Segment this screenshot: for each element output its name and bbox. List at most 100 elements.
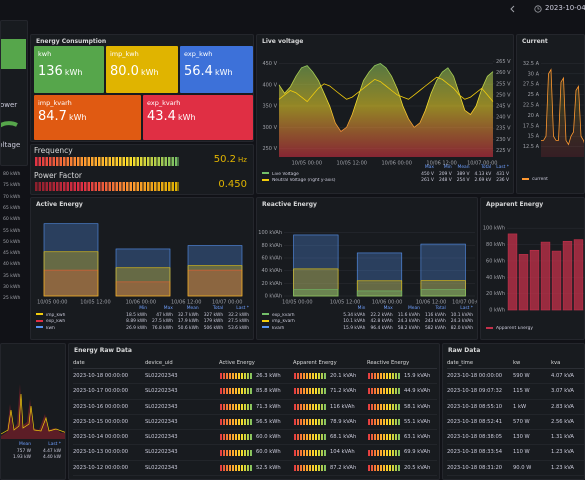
- cell-text: 56.5 kWh: [256, 418, 281, 425]
- column-header[interactable]: Apparent Energy: [293, 358, 367, 369]
- y2-tick-label: 230 V: [496, 137, 511, 143]
- legend-value: 82.0 kVAh: [450, 325, 473, 331]
- legend-value: 8.89 kWh: [126, 319, 148, 324]
- axis-label: 40 kWh: [3, 262, 21, 268]
- gauge-bar: [34, 182, 179, 191]
- cell-text: 20.1 kVAh: [330, 373, 357, 379]
- panel-title: Energy Consumption: [36, 38, 107, 45]
- y-tick-label: 100 kVAh: [258, 230, 282, 236]
- cell-text: 2023-10-11 00:00:00: [73, 476, 128, 479]
- cell-text: 55.1 kVAh: [404, 418, 431, 425]
- x-tick-label: 10/05 00:00: [282, 300, 312, 306]
- legend-column-header: Min: [357, 306, 366, 311]
- legend-swatch: [262, 319, 269, 322]
- x-tick-label: 10/05 00:00: [292, 161, 322, 166]
- cell-text: 71.3 kWh: [256, 403, 281, 410]
- cell-text: 2023-10-16 00:00:00: [73, 403, 129, 410]
- cell-text: 2023-10-18 08:30:02: [447, 476, 502, 479]
- time-range[interactable]: 2023-10-04 1: [545, 4, 585, 12]
- legend-value: 15.9 kVAh: [343, 325, 366, 331]
- y-tick-label: 30 A: [528, 71, 540, 77]
- x-tick-label: 10/06 12:00: [171, 300, 201, 306]
- legend-label: Apparent Energy: [496, 326, 533, 331]
- clock-hand: [537, 7, 540, 10]
- current-panel: Current 12.5 A 15 A 17.5 A 20 A 22.5 A 25 A 27…: [516, 34, 585, 194]
- legend-value: 11.6 kVAh: [397, 312, 420, 318]
- cell-text: SL02202343: [145, 464, 178, 471]
- y-tick-label: 0 kVAh: [265, 294, 282, 300]
- power-history-chart: [1, 384, 65, 439]
- table-cell: 31.6 kVAh: [367, 476, 437, 479]
- legend-label: Neutral Voltage (right y-axis): [272, 178, 336, 183]
- cell-text: 31.6 kVAh: [404, 476, 430, 479]
- column-header[interactable]: Reactive Energy: [367, 358, 437, 369]
- table-cell: 44.9 kVAh: [367, 384, 437, 400]
- table-cell: 90.0 W: [513, 461, 551, 477]
- column-header[interactable]: date_time: [447, 358, 513, 369]
- gauge-value: 50.2 Hz: [214, 154, 247, 165]
- y-tick-label: 350 V: [262, 104, 277, 110]
- stat-tile: exp_kwh 56.4 kWh: [180, 46, 253, 93]
- legend-spacer: [36, 306, 121, 311]
- column-header[interactable]: Active Energy: [219, 358, 293, 369]
- legend-value: 506 kWh: [203, 325, 224, 331]
- table-cell: 1.31 kVA: [551, 430, 584, 446]
- y-tick-label: 0 kWh: [489, 308, 505, 314]
- cell-text: SL02202343: [145, 373, 178, 379]
- x-tick-label: 10/05 12:00: [80, 300, 110, 306]
- legend: Mean Last * 757 W 4.47 kW 1.93 kW 4.40 kW: [6, 442, 61, 460]
- cell-text: 78.9 kVAh: [330, 418, 357, 425]
- y-tick-label: 15 A: [528, 134, 540, 140]
- legend-column-header: Last *: [460, 306, 473, 311]
- bar: [187, 269, 243, 297]
- legend-value: 431 V: [496, 171, 509, 177]
- table-cell: 71.3 kWh: [219, 400, 293, 415]
- table-cell: 2023-10-18 08:33:54: [447, 445, 513, 461]
- unit: kWh: [64, 68, 83, 77]
- stat-tile: kwh 136 kWh: [34, 46, 104, 93]
- table-cell: SL02202343: [145, 445, 219, 461]
- voltage-gauge: [1, 121, 18, 128]
- panel-title: Reactive Energy: [262, 201, 317, 208]
- table-cell: 26.3 kWh: [219, 369, 293, 385]
- voltage-label: Voltage: [1, 141, 21, 149]
- axis-label: 35 kWh: [3, 273, 21, 279]
- legend-value: 42.8 kVAh: [370, 319, 393, 324]
- cell-text: SL02202343: [145, 403, 178, 410]
- legend-value: 53.6 kWh: [228, 325, 249, 331]
- cell-text: 71.2 kVAh: [330, 388, 357, 395]
- legend-value: 116 kVAh: [424, 312, 446, 318]
- column-header[interactable]: device_uid: [145, 358, 219, 369]
- bar: [551, 250, 562, 311]
- tile-label: exp_kwh: [184, 50, 213, 58]
- column-header[interactable]: kva: [551, 358, 584, 369]
- cell-text: 52.5 kWh: [256, 464, 281, 471]
- cell-text: 2.56 kVA: [551, 418, 574, 425]
- back-icon[interactable]: [510, 5, 515, 13]
- y-tick-label: 20 kWh: [486, 291, 505, 297]
- table-cell: 2023-10-18 08:31:20: [447, 461, 513, 477]
- cell-gauge: [367, 419, 401, 426]
- legend-value: 26.9 kWh: [126, 325, 148, 331]
- y2-tick-label: 260 V: [496, 70, 511, 76]
- legend-label: imp_kvarh: [272, 319, 295, 324]
- legend-value: 243 kVAh: [424, 319, 446, 324]
- tile-value: 84.7 kWh: [38, 109, 87, 124]
- legend-swatch: [36, 319, 43, 322]
- axis-label: 55 kWh: [3, 228, 21, 234]
- chart-plot: 250 V 300 V 350 V 400 V 450 V 225 V 230 V 235 V…: [262, 59, 511, 166]
- column-header[interactable]: kw: [513, 358, 551, 369]
- legend-value: 261 V: [421, 178, 434, 183]
- column-header[interactable]: date: [73, 358, 145, 369]
- legend-column-header: Mean: [19, 442, 31, 447]
- cell-text: 85.8 kWh: [256, 388, 281, 395]
- y-tick-label: 60 kVAh: [261, 256, 282, 262]
- table-cell: SL02202343: [145, 384, 219, 400]
- y-tick-label: 400 V: [262, 82, 277, 88]
- cell-text: 60.0 kWh: [256, 434, 281, 441]
- panel-title: Raw Data: [448, 347, 481, 354]
- cell-text: 68.1 kVAh: [330, 434, 357, 441]
- value: 136: [38, 64, 63, 79]
- legend-column-header: Min: [443, 165, 452, 170]
- panel-title: Apparent Energy: [486, 201, 544, 208]
